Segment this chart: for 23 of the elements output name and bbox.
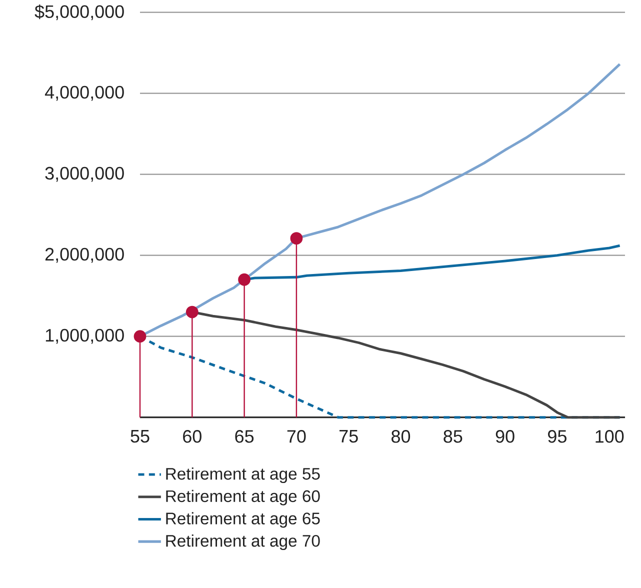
x-tick-label: 95 (548, 430, 566, 443)
y-tick-label: $5,000,000 (34, 4, 124, 20)
y-tick-label: 1,000,000 (46, 328, 124, 344)
point (238, 273, 251, 286)
x-tick-label: 80 (392, 430, 410, 443)
x-tick-label: 90 (496, 430, 514, 443)
y-tick-label: 2,000,000 (45, 248, 124, 263)
x-tick-label: 55 (130, 430, 150, 443)
point (186, 306, 198, 318)
point (290, 232, 303, 245)
point (134, 330, 146, 343)
x-tick-label: 75 (340, 430, 358, 443)
y-tick-label: 3,000,000 (45, 166, 124, 182)
x-tick-label: 85 (444, 430, 462, 443)
legend-label: Retirement at age 55 (166, 467, 320, 484)
legend-label: Retirement at age 60 (166, 490, 320, 506)
legend-label: Retirement at age 70 (166, 534, 320, 550)
x-tick-label: 60 (183, 430, 202, 443)
legend-label: Retirement at age 65 (166, 512, 320, 528)
y-tick-label: 4,000,000 (44, 86, 124, 101)
x-tick-label: 65 (235, 430, 254, 443)
x-tick-label: 70 (287, 430, 306, 443)
x-tick-label: 100 (596, 430, 624, 443)
